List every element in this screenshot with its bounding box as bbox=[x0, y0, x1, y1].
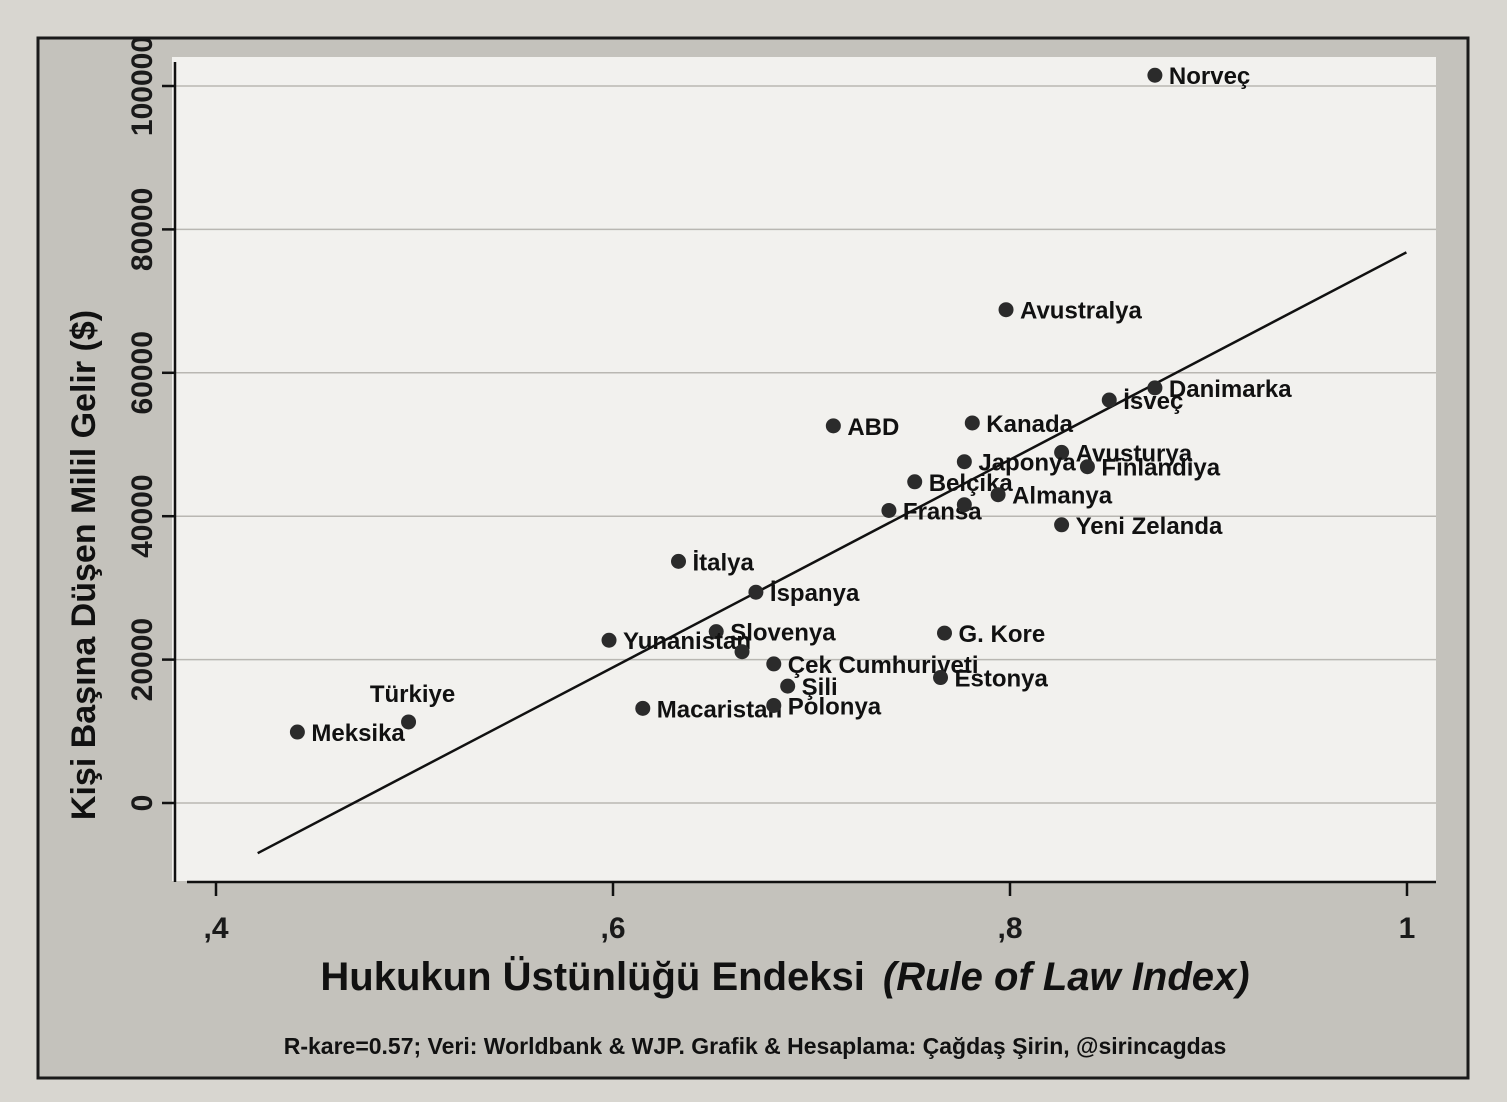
data-point bbox=[734, 644, 750, 660]
point-label: Norveç bbox=[1169, 63, 1250, 90]
x-tick-label: 1 bbox=[1399, 912, 1416, 945]
y-tick-label: 60000 bbox=[126, 331, 159, 414]
y-tick-label: 0 bbox=[126, 795, 159, 812]
data-point bbox=[1147, 67, 1163, 83]
point-label: Japonya bbox=[978, 450, 1076, 477]
data-point bbox=[766, 656, 782, 672]
chart-caption: R-kare=0.57; Veri: Worldbank & WJP. Graf… bbox=[284, 1033, 1227, 1059]
y-tick-label: 100000 bbox=[126, 36, 159, 136]
point-label: Finlandiya bbox=[1101, 455, 1220, 482]
x-axis-title-main: Hukukun Üstünlüğü Endeksi bbox=[320, 954, 864, 999]
x-tick-label: ,6 bbox=[600, 912, 625, 945]
point-label: Yunanistan bbox=[623, 628, 751, 655]
data-point bbox=[1101, 392, 1117, 408]
x-axis-title: Hukukun Üstünlüğü Endeksi (Rule of Law In… bbox=[320, 954, 1249, 999]
data-point bbox=[766, 697, 782, 713]
data-point bbox=[936, 625, 952, 641]
regression-line bbox=[257, 251, 1407, 855]
data-point bbox=[401, 714, 417, 730]
y-axis-ticks: 0 20000 40000 60000 80000 100000 bbox=[126, 36, 175, 811]
point-label: Macaristan bbox=[657, 696, 782, 723]
x-axis-ticks: ,4 ,6 ,8 1 bbox=[203, 882, 1415, 945]
data-point bbox=[1079, 459, 1095, 475]
data-point bbox=[635, 700, 651, 716]
data-point bbox=[1054, 517, 1070, 533]
point-label: İsveç bbox=[1123, 388, 1183, 415]
data-point bbox=[289, 724, 305, 740]
point-label: ABD bbox=[847, 414, 899, 441]
y-tick-label: 80000 bbox=[126, 188, 159, 271]
fit-line-group bbox=[257, 251, 1407, 855]
point-label: Slovenya bbox=[730, 620, 836, 647]
data-point bbox=[601, 632, 617, 648]
data-point bbox=[825, 418, 841, 434]
y-tick-label: 40000 bbox=[126, 474, 159, 557]
data-point bbox=[708, 624, 724, 640]
point-label: Kanada bbox=[986, 411, 1073, 438]
x-tick-label: ,4 bbox=[203, 912, 228, 945]
point-label: Avusturya bbox=[1076, 440, 1193, 467]
point-label: Almanya bbox=[1012, 483, 1113, 510]
data-point bbox=[956, 454, 972, 470]
data-point bbox=[907, 474, 923, 490]
point-label: Danimarka bbox=[1169, 376, 1292, 403]
data-point bbox=[881, 502, 897, 518]
axes bbox=[173, 62, 1436, 884]
data-point bbox=[998, 302, 1014, 318]
gridlines bbox=[176, 85, 1436, 804]
data-point bbox=[671, 553, 687, 569]
point-label: Polonya bbox=[788, 693, 882, 720]
plot-area bbox=[172, 57, 1436, 881]
point-label: Yeni Zelanda bbox=[1076, 513, 1223, 540]
point-label: İtalya bbox=[693, 549, 755, 576]
point-label: İspanya bbox=[770, 580, 860, 607]
point-label: Estonya bbox=[955, 666, 1049, 693]
point-label: Meksika bbox=[311, 720, 405, 747]
y-axis-title: Kişi Başına Düşen Milil Gelir ($) bbox=[65, 310, 103, 820]
data-point bbox=[964, 415, 980, 431]
data-point bbox=[956, 497, 972, 513]
point-label: Türkiye bbox=[370, 681, 455, 708]
point-label: Avustralya bbox=[1020, 298, 1142, 325]
point-label: G. Kore bbox=[958, 621, 1045, 648]
data-point bbox=[748, 584, 764, 600]
data-point bbox=[933, 670, 949, 686]
data-point bbox=[990, 487, 1006, 503]
point-label: Şili bbox=[802, 674, 838, 701]
data-point bbox=[780, 678, 796, 694]
y-tick-label: 20000 bbox=[126, 618, 159, 701]
data-point bbox=[1147, 380, 1163, 396]
x-tick-label: ,8 bbox=[997, 912, 1022, 945]
data-point bbox=[1054, 444, 1070, 460]
x-axis-title-italic: (Rule of Law Index) bbox=[883, 955, 1250, 999]
